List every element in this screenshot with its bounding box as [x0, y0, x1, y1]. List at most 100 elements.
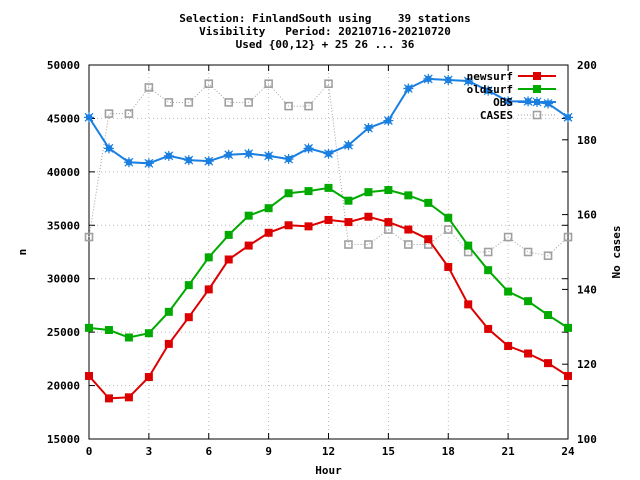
data-point [304, 101, 313, 111]
data-point [144, 83, 154, 92]
data-point [384, 218, 393, 227]
data-point [404, 225, 413, 234]
data-point [523, 247, 533, 257]
data-point [464, 300, 473, 309]
series-oldsurf [85, 183, 572, 342]
data-point [364, 188, 373, 197]
y-tick-label: 40000 [47, 166, 80, 179]
data-point [443, 74, 454, 85]
y2-tick-label: 100 [577, 433, 597, 446]
legend-marker [533, 72, 541, 80]
data-point [504, 342, 513, 351]
data-point [363, 123, 374, 134]
data-point [103, 143, 114, 154]
data-point [324, 79, 333, 88]
x-tick-label: 18 [442, 445, 455, 458]
data-point [184, 281, 193, 290]
data-point [284, 189, 293, 198]
data-point [84, 232, 94, 242]
y-tick-label: 20000 [47, 380, 80, 393]
data-point [184, 313, 193, 322]
x-axis: 0 3 6 9 12 15 18 21 24 [86, 65, 575, 458]
data-point [403, 83, 414, 94]
data-point [264, 79, 273, 88]
data-point [424, 235, 433, 244]
y-tick-label: 45000 [47, 112, 80, 125]
data-point [283, 154, 294, 165]
data-point [364, 212, 373, 221]
data-point [124, 393, 133, 402]
data-point [263, 150, 274, 161]
data-point [164, 339, 173, 348]
series-cases [84, 79, 573, 261]
series-newsurf [85, 212, 572, 403]
data-point [85, 323, 93, 332]
data-point [484, 324, 493, 333]
x-axis-label: Hour [315, 464, 342, 477]
data-point [144, 329, 153, 338]
data-point [503, 96, 514, 107]
data-point [244, 241, 253, 250]
data-point [163, 150, 174, 161]
data-point [444, 213, 453, 222]
data-point [224, 255, 233, 264]
data-point [324, 183, 333, 192]
data-point [524, 349, 533, 358]
data-point [463, 76, 474, 87]
x-tick-label: 0 [86, 445, 93, 458]
data-point [104, 394, 113, 403]
title-line: Visibility Period: 20210716-20210720 [199, 25, 451, 38]
y2-axis-label: No cases [610, 226, 623, 279]
data-point [564, 371, 572, 380]
y2-tick-label: 140 [577, 283, 597, 296]
data-point [244, 211, 253, 220]
x-tick-label: 12 [322, 445, 335, 458]
x-tick-label: 6 [205, 445, 212, 458]
data-point [144, 373, 153, 382]
data-point [223, 149, 234, 160]
data-point [344, 240, 353, 249]
data-point [203, 156, 214, 167]
data-point [204, 285, 213, 294]
y-tick-label: 25000 [47, 326, 80, 339]
data-point [204, 79, 214, 88]
data-point [244, 98, 253, 107]
legend-label: oldsurf [467, 83, 513, 96]
data-point [304, 187, 313, 196]
y-tick-label: 30000 [47, 273, 80, 286]
data-point [143, 158, 154, 169]
data-point [383, 115, 394, 126]
data-point [564, 323, 572, 332]
data-point [204, 253, 213, 262]
data-point [503, 232, 513, 242]
data-point [344, 218, 353, 227]
series-line [88, 186, 569, 339]
data-point [364, 240, 373, 249]
data-point [404, 240, 413, 249]
data-point [264, 204, 273, 213]
y2-tick-label: 200 [577, 59, 597, 72]
data-point [104, 326, 113, 335]
data-point [123, 157, 134, 168]
data-point [443, 225, 453, 234]
legend-marker [532, 97, 542, 107]
data-point [384, 186, 393, 195]
data-point [563, 232, 573, 242]
data-point [423, 73, 434, 84]
data-point [264, 228, 273, 237]
data-point [464, 241, 473, 250]
data-point [303, 143, 314, 154]
data-point [524, 297, 533, 306]
legend-label: newsurf [467, 70, 513, 83]
legend-label: OBS [493, 96, 513, 109]
y-tick-label: 35000 [47, 219, 80, 232]
series-group [84, 73, 573, 403]
data-point [504, 287, 513, 296]
data-point [124, 109, 134, 118]
data-point [483, 247, 493, 257]
data-point [343, 140, 354, 151]
y2-tick-label: 160 [577, 209, 597, 222]
data-point [284, 221, 293, 230]
title-line: Used {00,12} + 25 26 ... 36 [236, 38, 415, 51]
